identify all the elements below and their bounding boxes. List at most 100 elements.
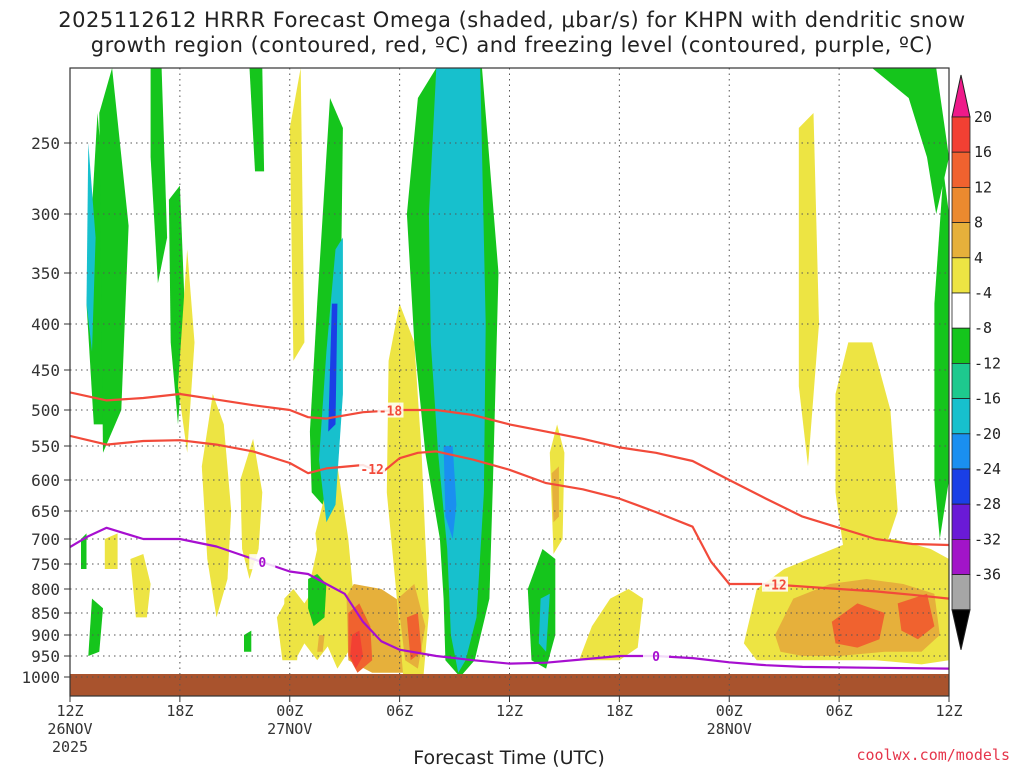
x-tick-label: 00Z	[716, 702, 743, 720]
y-tick-label: 900	[31, 626, 60, 645]
omega-region-28	[798, 113, 819, 467]
omega-region-27	[579, 589, 644, 661]
omega-region-38	[88, 598, 103, 656]
x-tick-label: 12Z	[935, 702, 962, 720]
colorbar-label: 8	[974, 214, 983, 232]
y-tick-label: 950	[31, 647, 60, 666]
contour-label-bg	[359, 461, 386, 477]
y-tick-label: 350	[31, 264, 60, 283]
colorbar-swatch	[951, 574, 971, 611]
omega-region-13	[317, 635, 325, 652]
x-tick-label: 18Z	[606, 702, 633, 720]
omega-region-40	[104, 533, 118, 569]
colorbar-swatch	[951, 503, 971, 540]
colorbar-label: 12	[974, 178, 992, 196]
x-tick-label: 12Z	[496, 702, 523, 720]
contour-label-bg	[377, 402, 404, 418]
contour-label-dgz_minus18-0: -18	[379, 405, 403, 420]
colorbar-label: -20	[974, 425, 1001, 443]
contour-label-dgz_minus12-0: -12	[360, 463, 383, 478]
x-tick-year: 2025	[52, 738, 88, 756]
omega-shading-layer	[81, 68, 949, 677]
colorbar-swatch	[951, 468, 971, 505]
omega-region-45	[244, 630, 252, 652]
colorbar-swatch	[951, 327, 971, 364]
colorbar-label: -28	[974, 495, 1001, 513]
omega-region-16	[350, 630, 363, 669]
colorbar-swatch	[951, 116, 971, 153]
colorbar-swatch	[951, 433, 971, 470]
omega-region-33	[897, 593, 935, 640]
colorbar-label: -8	[974, 319, 992, 337]
contour-label-freezing_level-0: 0	[258, 556, 266, 571]
y-tick-label: 800	[31, 580, 60, 599]
y-tick-label: 750	[31, 555, 60, 574]
y-tick-label: 300	[31, 205, 60, 224]
omega-region-22	[443, 446, 457, 539]
colorbar-label: 20	[974, 108, 992, 126]
colorbar-swatch	[951, 257, 971, 294]
omega-region-17	[386, 303, 429, 677]
x-tick-label: 06Z	[386, 702, 413, 720]
colorbar-label: -12	[974, 354, 1001, 372]
colorbar-swatch	[951, 362, 971, 399]
colorbar-label: 16	[974, 143, 992, 161]
colorbar-label: -16	[974, 390, 1001, 408]
colorbar-swatch	[951, 398, 971, 435]
colorbar-label: 4	[974, 249, 983, 267]
chart-title-line2: growth region (contoured, red, ºC) and f…	[90, 33, 934, 57]
omega-region-42	[201, 394, 232, 618]
contour-dgz_minus18	[70, 391, 949, 547]
y-tick-label: 700	[31, 530, 60, 549]
contour-label-bg	[643, 648, 669, 663]
omega-region-43	[240, 438, 263, 579]
omega-region-4	[249, 68, 265, 172]
colorbar-swatch	[951, 292, 971, 329]
colorbar-legend: 20 16 12 8 4 -4 -8 -12 -16 -20 -24 -28 -32 -36	[951, 74, 1001, 650]
x-tick-label: 00Z	[276, 702, 303, 720]
omega-region-1	[99, 68, 129, 453]
omega-region-5	[289, 68, 305, 361]
x-tick-label: 06Z	[826, 702, 853, 720]
y-tick-label: 1000	[21, 668, 60, 687]
omega-region-26	[551, 466, 559, 523]
colorbar-label: -24	[974, 460, 1001, 478]
colorbar-label: -32	[974, 530, 1001, 548]
colorbar-top-arrow	[951, 74, 971, 118]
omega-region-19	[406, 613, 422, 661]
x-tick-date: 28NOV	[707, 720, 752, 738]
contour-freezing_level	[70, 526, 949, 670]
x-tick-label: 18Z	[166, 702, 193, 720]
omega-region-32	[831, 603, 885, 648]
colorbar-swatch	[951, 222, 971, 259]
site-credit[interactable]: coolwx.com/models	[856, 746, 1010, 764]
y-tick-label: 500	[31, 401, 60, 420]
omega-region-41	[130, 554, 151, 618]
omega-region-2	[86, 143, 96, 352]
omega-region-11	[328, 303, 338, 432]
colorbar-swatch	[951, 186, 971, 223]
colorbar-bottom-arrow	[951, 609, 971, 650]
omega-region-3	[150, 68, 168, 284]
y-tick-label: 250	[31, 134, 60, 153]
omega-region-35	[934, 171, 949, 539]
x-tick-label: 12Z	[56, 702, 83, 720]
y-tick-label: 450	[31, 361, 60, 380]
y-tick-label: 600	[31, 471, 60, 490]
y-axis: 250 300 350 400 450 500 550 600 650 700 750 800 850 9…	[21, 134, 70, 687]
omega-region-29	[835, 342, 898, 579]
y-tick-label: 550	[31, 437, 60, 456]
omega-region-39	[81, 533, 87, 569]
omega-region-37	[178, 249, 195, 453]
y-tick-label: 650	[31, 502, 60, 521]
y-tick-label: 850	[31, 604, 60, 623]
chart-title: 2025112612 HRRR Forecast Omega (shaded, …	[0, 8, 1024, 58]
x-tick-date: 27NOV	[267, 720, 312, 738]
omega-region-21	[428, 68, 486, 673]
omega-region-44	[276, 593, 301, 661]
colorbar-label: -4	[974, 284, 992, 302]
chart-title-line1: 2025112612 HRRR Forecast Omega (shaded, …	[58, 8, 966, 32]
contour-label-freezing_level-1: 0	[652, 650, 660, 665]
